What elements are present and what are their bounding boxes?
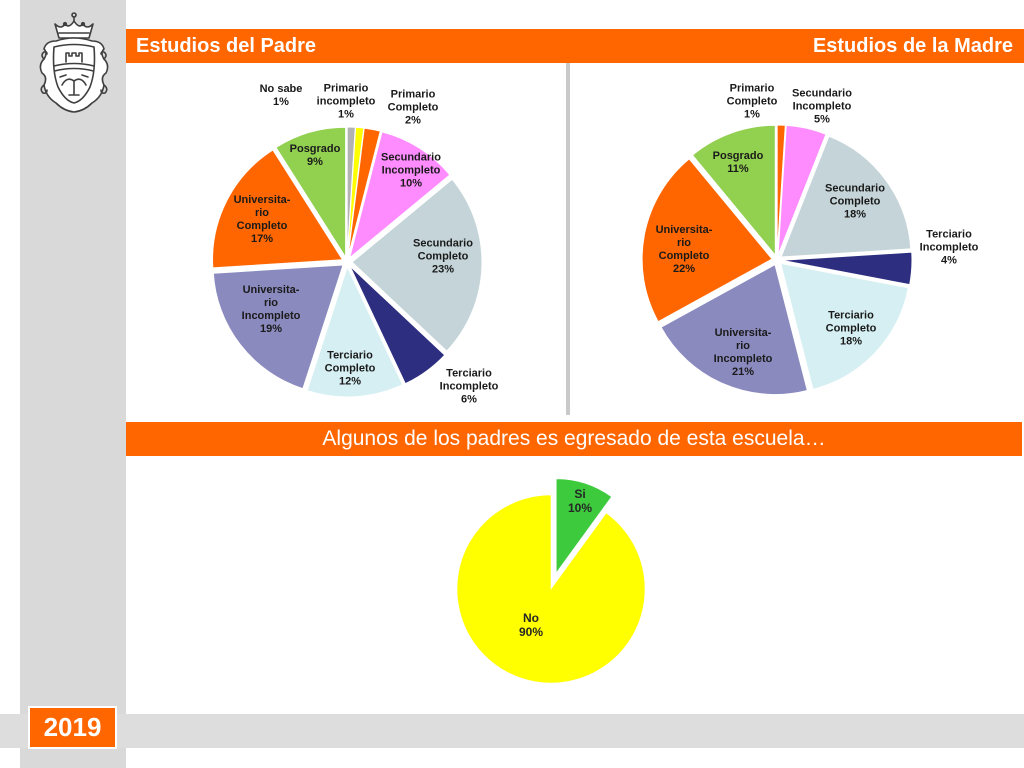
father-studies-title: Estudios del Padre — [136, 35, 317, 57]
father-label-posgrado: Posgrado 9% — [290, 143, 341, 169]
father-label-terciario-incompleto: Terciario Incompleto 6% — [440, 368, 499, 407]
mother-label-terciario-incompleto: Terciario Incompleto 4% — [920, 229, 979, 268]
mother-slice-terciario-completo — [779, 262, 909, 390]
father-label-terciario-completo: Terciario Completo 12% — [325, 350, 376, 389]
father-label-primario-incompleto: Primario incompleto 1% — [317, 83, 376, 122]
mother-label-secundario-completo-category: Secundario Completo — [825, 182, 885, 208]
mother-slice-terciario-incompleto — [781, 251, 913, 286]
father-label-secundario-completo-category: Secundario Completo — [413, 237, 473, 263]
father-label-terciario-completo-percent: 12% — [338, 375, 362, 388]
father-label-primario-completo-category: Primario Completo — [387, 88, 439, 114]
father-label-secundario-incompleto-category: Secundario Incompleto — [381, 151, 441, 177]
mother-label-posgrado-percent: 11% — [727, 163, 749, 175]
father-label-no-sabe-category: No sabe — [259, 83, 303, 95]
mother-label-secundario-completo-percent: 18% — [843, 208, 867, 221]
father-slice-terciario-completo — [306, 265, 404, 398]
mother-slice-posgrado — [691, 124, 776, 257]
father-label-secundario-incompleto-percent: 10% — [399, 177, 423, 190]
university-crest-icon — [36, 11, 112, 115]
father-label-primario-incompleto-category: Primario incompleto — [316, 82, 376, 108]
mother-label-secundario-incompleto-category: Secundario Incompleto — [792, 87, 852, 113]
mother-label-terciario-completo: Terciario Completo 18% — [826, 310, 877, 349]
mother-label-universitario-incompleto-percent: 21% — [731, 366, 755, 378]
father-slice-universitario-incompleto — [212, 264, 344, 390]
mother-label-universitario-incompleto-category: Universita- rio Incompleto — [713, 327, 773, 365]
father-label-posgrado-category: Posgrado — [289, 143, 341, 155]
mother-label-posgrado-category: Posgrado — [712, 150, 764, 162]
father-label-posgrado-percent: 9% — [307, 156, 323, 168]
father-label-universitario-completo-percent: 17% — [250, 233, 274, 245]
alumni-label-si: Si 10% — [568, 487, 592, 515]
alumni-slice-no — [456, 494, 646, 684]
alumni-label-no-percent: 90% — [518, 625, 544, 639]
father-label-secundario-incompleto: Secundario Incompleto 10% — [381, 152, 441, 191]
mother-label-primario-completo-percent: 1% — [744, 108, 760, 121]
father-slice-posgrado — [275, 126, 347, 259]
father-label-terciario-incompleto-percent: 6% — [461, 393, 477, 406]
father-label-no-sabe-percent: 1% — [273, 96, 289, 108]
mother-slice-secundario-completo — [780, 135, 912, 258]
vertical-divider — [566, 63, 570, 415]
father-slice-primario-completo — [347, 127, 381, 258]
father-label-primario-incompleto-percent: 1% — [338, 108, 354, 121]
mother-label-secundario-incompleto-percent: 5% — [814, 113, 830, 126]
mother-label-secundario-incompleto: Secundario Incompleto 5% — [792, 88, 852, 127]
father-label-universitario-incompleto-percent: 19% — [259, 323, 283, 335]
alumni-pie — [456, 478, 646, 684]
mother-label-universitario-completo-percent: 22% — [672, 263, 696, 275]
year-badge: 2019 — [28, 706, 117, 749]
mother-label-posgrado: Posgrado 11% — [713, 150, 764, 176]
alumni-label-no-category: No — [523, 611, 539, 625]
mother-slice-primario-completo — [776, 124, 786, 256]
alumni-banner: Algunos de los padres es egresado de est… — [126, 422, 1022, 456]
alumni-slice-si — [555, 478, 612, 574]
alumni-question-title: Algunos de los padres es egresado de est… — [322, 427, 826, 450]
mother-slice-secundario-incompleto — [777, 124, 827, 256]
header-bar: Estudios del Padre Estudios de la Madre — [126, 29, 1024, 63]
mother-label-primario-completo: Primario Completo 1% — [727, 83, 778, 122]
father-label-secundario-completo: Secundario Completo 23% — [413, 238, 473, 277]
alumni-label-no: No 90% — [519, 611, 543, 639]
mother-label-terciario-completo-category: Terciario Completo — [825, 309, 877, 335]
father-label-primario-completo: Primario Completo 2% — [388, 89, 439, 128]
mother-label-terciario-incompleto-percent: 4% — [941, 254, 957, 267]
mother-slice-universitario-completo — [641, 158, 773, 323]
father-label-secundario-completo-percent: 23% — [431, 263, 455, 276]
father-label-primario-completo-percent: 2% — [405, 114, 421, 127]
father-label-universitario-incompleto: Universita- rio Incompleto 19% — [242, 284, 301, 336]
sidebar — [20, 0, 126, 768]
father-slice-secundario-incompleto — [348, 131, 451, 260]
father-slice-universitario-completo — [212, 149, 344, 269]
father-label-terciario-incompleto-category: Terciario Incompleto — [439, 367, 499, 393]
father-label-terciario-completo-category: Terciario Completo — [324, 349, 376, 375]
alumni-label-si-category: Si — [574, 487, 586, 501]
alumni-label-si-percent: 10% — [567, 501, 593, 515]
mother-label-universitario-incompleto: Universita- rio Incompleto 21% — [714, 327, 773, 379]
mother-label-secundario-completo: Secundario Completo 18% — [825, 183, 885, 222]
mother-label-universitario-completo: Universita- rio Completo 22% — [656, 224, 713, 276]
father-slice-secundario-completo — [351, 178, 483, 352]
father-studies-pie — [212, 126, 483, 398]
mother-studies-title: Estudios de la Madre — [812, 35, 1013, 57]
father-label-universitario-completo-category: Universita- rio Completo — [233, 194, 291, 232]
mother-label-terciario-incompleto-category: Terciario Incompleto — [919, 228, 979, 254]
father-label-universitario-completo: Universita- rio Completo 17% — [234, 194, 291, 246]
footer-band — [0, 714, 1024, 748]
mother-label-universitario-completo-category: Universita- rio Completo — [655, 224, 713, 262]
mother-label-terciario-completo-percent: 18% — [839, 335, 863, 348]
mother-slice-universitario-incompleto — [660, 263, 808, 396]
father-slice-terciario-incompleto — [349, 265, 446, 385]
mother-studies-pie — [641, 124, 913, 396]
father-label-universitario-incompleto-category: Universita- rio Incompleto — [241, 284, 301, 322]
mother-label-primario-completo-category: Primario Completo — [726, 82, 778, 108]
father-label-no-sabe: No sabe 1% — [260, 83, 303, 109]
